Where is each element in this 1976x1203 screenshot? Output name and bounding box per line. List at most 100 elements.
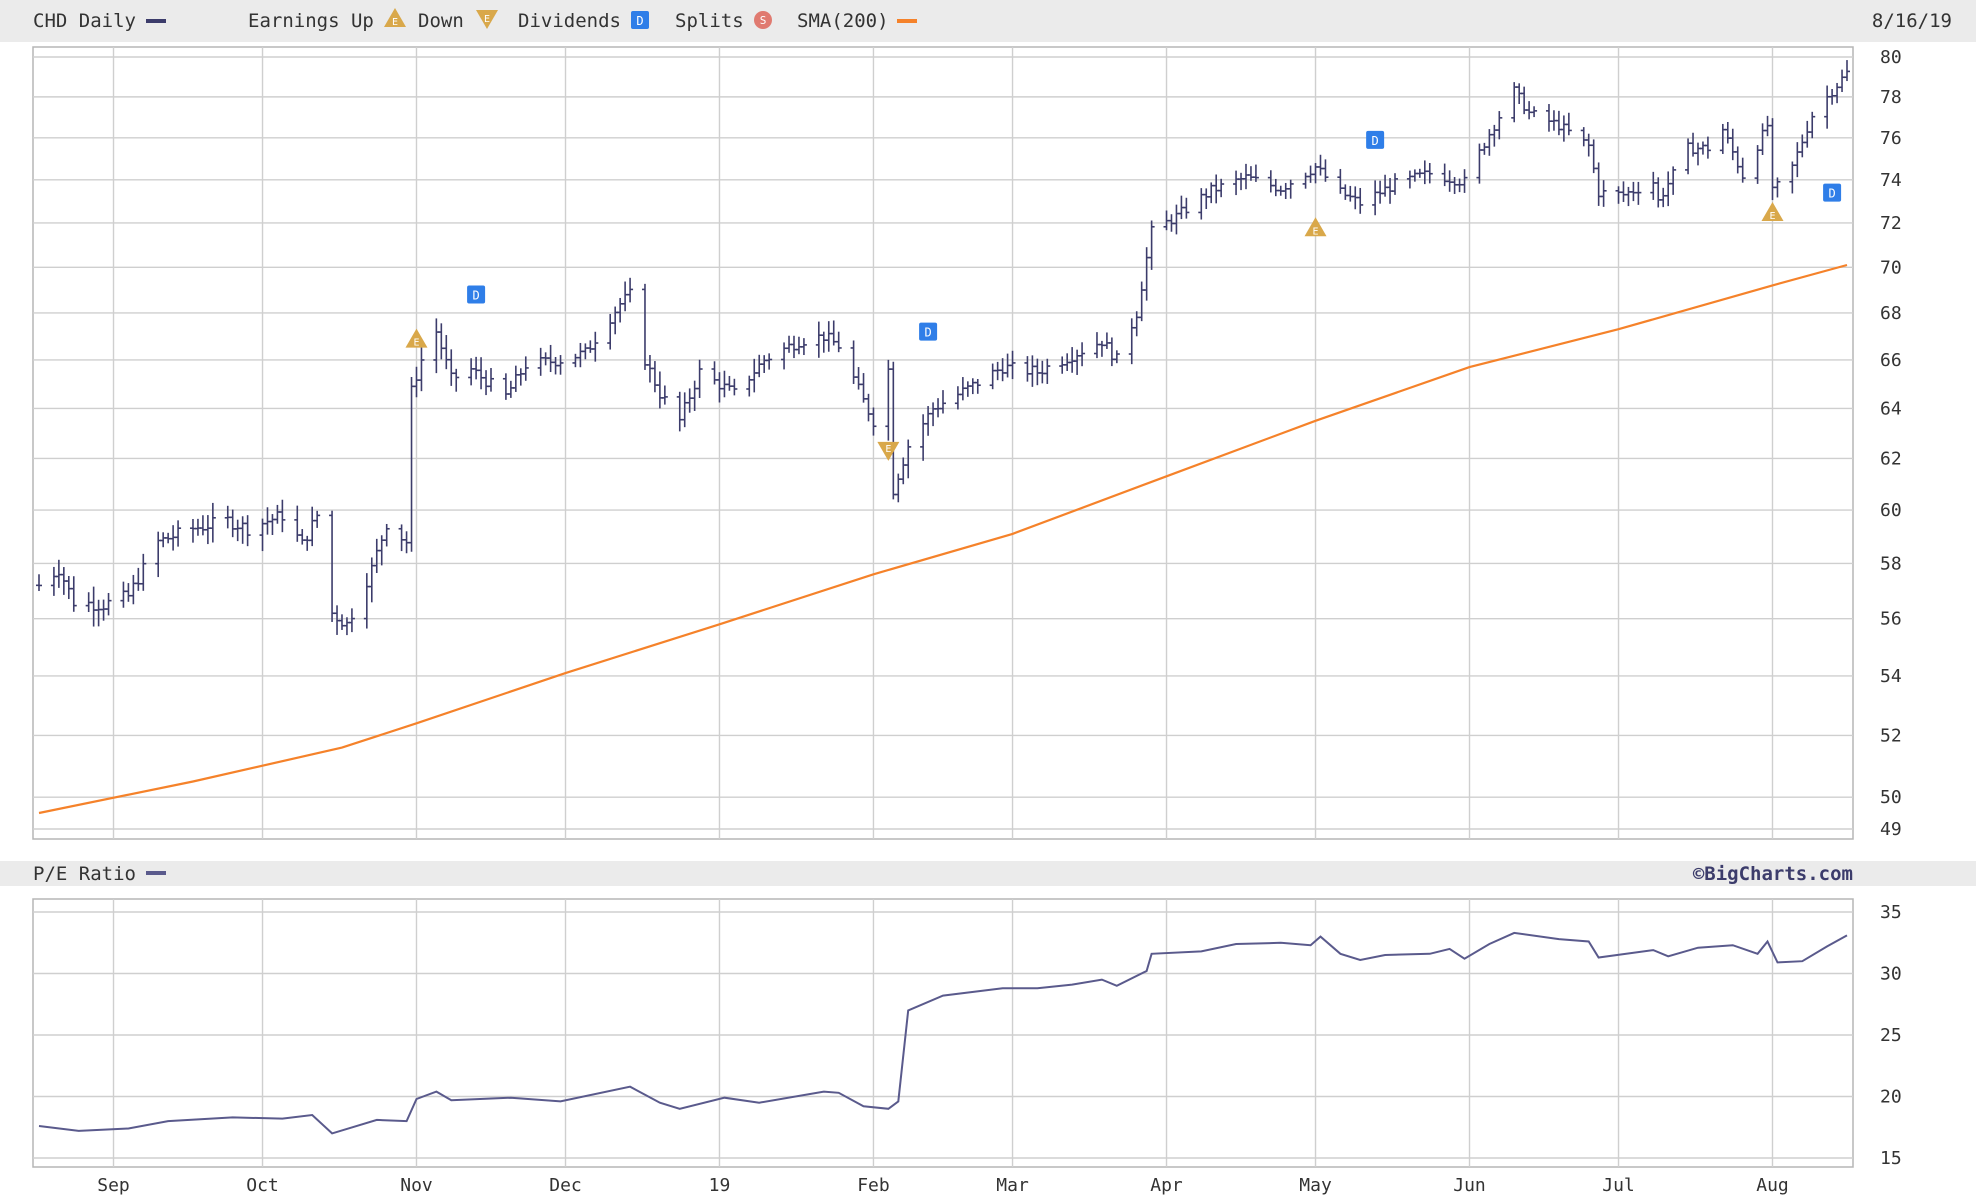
x-tick-label: Nov bbox=[400, 1175, 433, 1196]
price-y-tick-label: 74 bbox=[1880, 170, 1902, 191]
price-bar bbox=[1148, 220, 1155, 270]
price-y-tick-label: 54 bbox=[1880, 666, 1902, 687]
price-bar bbox=[766, 353, 773, 370]
price-bar bbox=[522, 356, 529, 381]
price-y-tick-label: 76 bbox=[1880, 128, 1902, 149]
x-tick-label: May bbox=[1299, 1175, 1332, 1196]
pe-grid bbox=[33, 899, 1853, 1167]
price-bar bbox=[940, 390, 946, 414]
sma-layer bbox=[38, 263, 1848, 815]
x-axis: Sep Oct Nov Dec 19 Feb Mar Apr May Jun Jul Aug bbox=[97, 1175, 1789, 1196]
price-bar bbox=[1670, 166, 1677, 195]
price-bar bbox=[1635, 181, 1642, 205]
sma-legend-swatch bbox=[897, 19, 917, 23]
price-bar bbox=[731, 378, 738, 396]
pe-y-tick-label: 25 bbox=[1880, 1025, 1902, 1046]
dividend-marker: D bbox=[467, 285, 486, 304]
price-bar bbox=[418, 346, 425, 392]
earnings-up-marker: E bbox=[1304, 217, 1327, 237]
price-bar bbox=[800, 338, 807, 356]
price-bar bbox=[1044, 358, 1051, 384]
price-bar bbox=[1183, 197, 1190, 219]
svg-text:D: D bbox=[636, 14, 643, 28]
dividend-marker-box bbox=[467, 285, 486, 304]
earnings-up-triangle bbox=[405, 328, 428, 348]
price-y-tick-label: 68 bbox=[1880, 303, 1902, 324]
price-grid bbox=[33, 47, 1853, 839]
svg-text:E: E bbox=[484, 14, 490, 25]
price-bar bbox=[870, 407, 877, 436]
price-y-tick-label: 52 bbox=[1880, 725, 1902, 746]
price-bar bbox=[383, 523, 390, 547]
price-bar bbox=[348, 608, 355, 633]
price-bar bbox=[1774, 177, 1781, 198]
price-bar bbox=[905, 439, 912, 479]
price-bar bbox=[1496, 111, 1503, 140]
dividend-marker-glyph: D bbox=[924, 326, 931, 340]
price-bar bbox=[627, 277, 634, 303]
price-bar bbox=[835, 331, 842, 353]
price-bar bbox=[1600, 180, 1607, 207]
earnings-up-glyph: E bbox=[413, 338, 419, 349]
price-bar bbox=[1531, 106, 1538, 118]
price-y-tick-label: 62 bbox=[1880, 448, 1902, 469]
price-y-tick-label: 56 bbox=[1880, 609, 1902, 630]
price-y-tick-label: 60 bbox=[1880, 500, 1902, 521]
dividends-label: Dividends bbox=[518, 10, 621, 32]
price-bar bbox=[1287, 179, 1294, 199]
pe-y-tick-label: 35 bbox=[1880, 902, 1902, 923]
price-bar bbox=[453, 368, 460, 392]
brand-logo: ©BigCharts.com bbox=[1693, 863, 1853, 885]
earnings-down-legend-icon: E bbox=[476, 10, 498, 29]
pe-label: P/E Ratio bbox=[33, 863, 136, 885]
price-bar bbox=[244, 515, 251, 547]
price-bar bbox=[1739, 157, 1746, 183]
price-bar bbox=[36, 574, 42, 592]
earnings-up-marker: E bbox=[1761, 202, 1784, 222]
price-bar bbox=[1392, 173, 1398, 195]
sma-line bbox=[38, 263, 1848, 815]
earnings-down-label: Down bbox=[418, 10, 464, 32]
events-layer: E D E D E D E D bbox=[405, 130, 1842, 461]
date-label: 8/16/19 bbox=[1872, 10, 1952, 32]
price-bar bbox=[1809, 111, 1816, 139]
price-bar bbox=[1426, 163, 1433, 184]
dividend-marker: D bbox=[1366, 130, 1385, 149]
pe-y-tick-label: 15 bbox=[1880, 1148, 1902, 1169]
price-y-tick-label: 66 bbox=[1880, 350, 1902, 371]
earnings-up-marker: E bbox=[405, 328, 428, 349]
pe-y-tick-label: 30 bbox=[1880, 964, 1902, 985]
earnings-down-marker: E bbox=[877, 441, 900, 461]
price-bar bbox=[1252, 164, 1259, 182]
earnings-up-triangle bbox=[1304, 217, 1327, 237]
price-bar bbox=[661, 385, 668, 405]
x-tick-label: Aug bbox=[1756, 1175, 1789, 1196]
earnings-up-glyph: E bbox=[1769, 211, 1775, 222]
dividend-marker-box bbox=[1366, 130, 1385, 149]
earnings-up-legend-icon: E bbox=[384, 8, 406, 28]
x-tick-label: Oct bbox=[246, 1175, 279, 1196]
dividend-marker-glyph: D bbox=[1372, 134, 1379, 148]
dividend-marker: D bbox=[919, 322, 938, 341]
x-tick-label: Mar bbox=[996, 1175, 1029, 1196]
price-bar bbox=[70, 576, 77, 612]
pe-y-axis: 15 20 25 30 35 bbox=[1880, 902, 1902, 1169]
svg-text:S: S bbox=[760, 14, 767, 27]
price-bar bbox=[1322, 159, 1329, 182]
pe-legend-swatch bbox=[146, 871, 166, 875]
price-bar bbox=[1079, 342, 1086, 367]
price-bar bbox=[557, 355, 564, 375]
dividend-marker-box bbox=[1823, 183, 1842, 202]
lower-header-band bbox=[0, 861, 1976, 886]
price-bar bbox=[1461, 169, 1468, 193]
x-tick-label: Feb bbox=[857, 1175, 890, 1196]
price-bar bbox=[1565, 112, 1572, 136]
earnings-up-glyph: E bbox=[1313, 226, 1319, 237]
price-bar bbox=[209, 502, 216, 543]
pe-line-layer bbox=[38, 931, 1848, 1135]
price-bar bbox=[974, 378, 981, 394]
price-y-tick-label: 50 bbox=[1880, 787, 1902, 808]
dividend-legend-icon: D bbox=[631, 11, 649, 29]
dividend-marker-glyph: D bbox=[472, 289, 479, 303]
